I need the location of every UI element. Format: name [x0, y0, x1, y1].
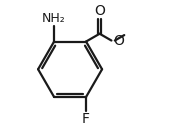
Text: O: O: [94, 4, 105, 18]
Text: O: O: [113, 34, 124, 47]
Text: F: F: [82, 112, 90, 126]
Text: NH₂: NH₂: [42, 12, 66, 25]
